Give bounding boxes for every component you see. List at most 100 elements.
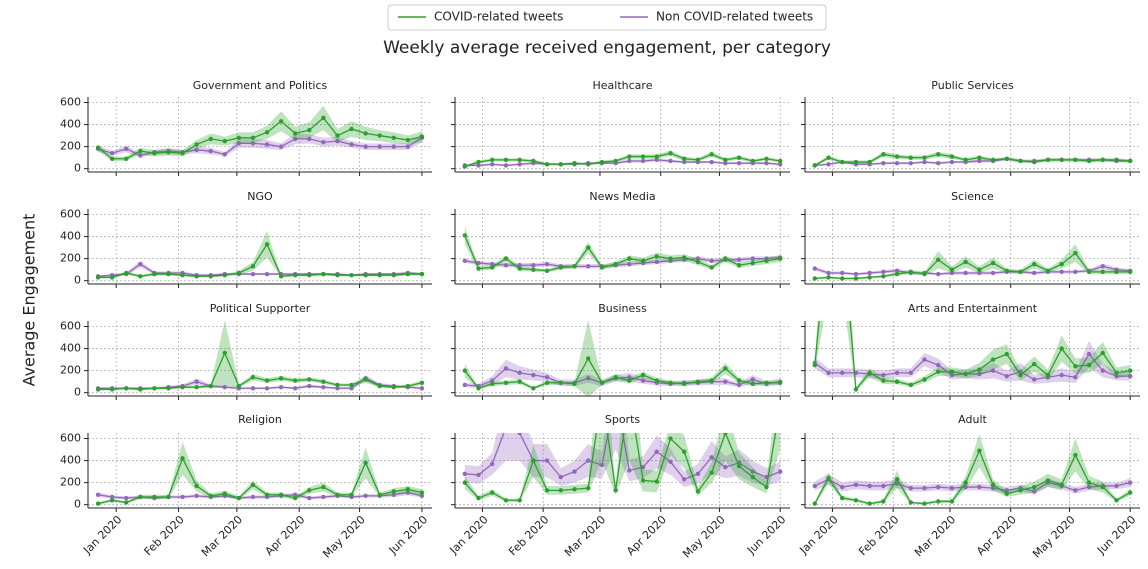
data-point [627, 378, 632, 383]
data-point [462, 471, 467, 477]
data-point [778, 469, 783, 474]
data-point [109, 156, 115, 161]
data-point [695, 379, 701, 384]
data-point [654, 254, 659, 259]
data-point [750, 469, 755, 474]
data-point [778, 380, 783, 385]
data-point [236, 495, 242, 501]
panel-title: Adult [958, 413, 987, 426]
data-point [363, 131, 368, 136]
data-point [503, 256, 509, 261]
data-point [1018, 372, 1023, 378]
data-point [627, 468, 632, 473]
data-point [599, 265, 605, 270]
data-point [293, 272, 298, 278]
data-point [194, 147, 199, 153]
data-point [490, 157, 495, 163]
series-line [97, 491, 423, 499]
data-point [95, 275, 101, 280]
panel-data [812, 434, 1133, 506]
data-point [572, 381, 577, 387]
confidence-band [98, 105, 422, 161]
data-point [586, 458, 591, 463]
data-point [1114, 269, 1119, 275]
confidence-band [98, 321, 422, 391]
data-point [654, 259, 659, 265]
data-point [908, 160, 913, 166]
data-point [236, 135, 242, 141]
data-point [544, 488, 550, 493]
data-point [462, 233, 467, 238]
data-point [949, 372, 955, 378]
data-point [1073, 157, 1078, 163]
data-point [293, 492, 298, 497]
data-point [363, 377, 368, 382]
data-point [419, 380, 425, 385]
data-point [723, 433, 728, 436]
series-line [814, 265, 1131, 275]
data-point [321, 115, 326, 121]
data-point [613, 488, 618, 493]
data-point [695, 489, 701, 494]
series-line [98, 263, 422, 277]
x-tick-label: Apr 2020 [624, 513, 669, 558]
data-point [208, 148, 213, 154]
data-point [709, 159, 714, 165]
data-point [95, 501, 101, 506]
data-point [1018, 269, 1023, 275]
data-point [1073, 375, 1078, 380]
data-point [544, 375, 550, 380]
series-line [464, 367, 781, 387]
data-point [572, 469, 577, 474]
panel-data [95, 441, 425, 506]
data-point [723, 464, 728, 470]
data-point [840, 270, 845, 276]
data-point [949, 159, 955, 165]
data-point [640, 372, 646, 378]
data-point [544, 268, 550, 273]
data-point [124, 386, 129, 391]
data-point [490, 381, 495, 387]
series-line [464, 159, 781, 167]
panel-title: Public Services [931, 79, 1014, 92]
y-axis-label: Average Engagement [20, 214, 39, 387]
data-point [1004, 488, 1009, 493]
data-point [682, 255, 687, 260]
data-point [922, 271, 927, 277]
data-point [321, 379, 326, 384]
y-tick-label: 200 [60, 140, 81, 153]
data-point [1073, 452, 1078, 458]
data-point [922, 377, 927, 382]
data-point [977, 270, 982, 276]
x-tick-label: May 2020 [320, 513, 368, 561]
data-point [293, 495, 298, 501]
x-tick-label: Mar 2020 [199, 513, 245, 559]
data-point [476, 495, 481, 501]
data-point [1032, 270, 1037, 276]
data-point [908, 382, 913, 388]
data-point [138, 274, 143, 279]
data-point [476, 472, 481, 478]
data-point [138, 494, 143, 500]
data-point [750, 377, 755, 382]
data-point [1004, 373, 1009, 379]
data-point [853, 159, 859, 165]
data-point [250, 271, 256, 277]
data-point [668, 151, 673, 156]
data-point [668, 380, 673, 385]
data-point [826, 155, 831, 160]
data-point [166, 386, 171, 391]
data-point [812, 276, 817, 281]
data-point [867, 483, 872, 489]
data-point [908, 485, 913, 491]
data-point [990, 270, 996, 276]
data-point [654, 157, 659, 163]
data-point [1128, 480, 1133, 485]
data-point [476, 386, 481, 391]
data-point [654, 378, 659, 383]
data-point [166, 149, 171, 155]
data-point [1114, 157, 1119, 163]
data-point [1086, 484, 1092, 490]
data-point [736, 263, 742, 268]
data-point [709, 152, 714, 157]
